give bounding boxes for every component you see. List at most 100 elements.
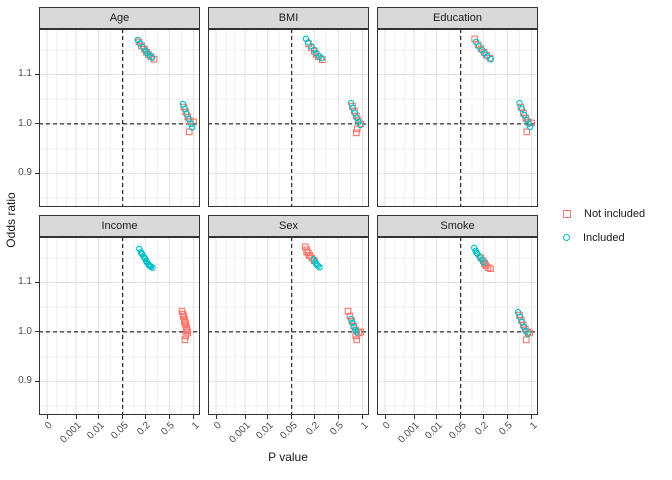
y-axis-tick-label: 0.9: [18, 167, 32, 179]
data-point-circle: [147, 262, 154, 270]
facet-panel-bmi: BMI: [208, 7, 369, 207]
data-point-circle: [136, 40, 144, 47]
x-axis-tick: [291, 415, 293, 419]
data-point-square: [523, 128, 531, 136]
data-point-circle: [187, 120, 195, 128]
legend-label: Included: [583, 231, 625, 244]
data-point-circle: [480, 258, 487, 266]
data-point-circle: [185, 115, 192, 123]
plot-area-age: [39, 29, 200, 207]
data-point-circle: [516, 99, 523, 107]
open-circle-icon: [563, 234, 570, 241]
x-axis-tick: [337, 415, 339, 419]
data-point-circle: [148, 54, 156, 61]
facet-strip-label: Smoke: [440, 220, 475, 232]
data-point-circle: [311, 46, 318, 54]
facet-panel-education: Education: [377, 7, 538, 207]
data-point-circle: [472, 38, 480, 46]
y-axis-tick-label: 1.0: [18, 325, 32, 337]
x-axis-tick: [506, 415, 508, 419]
y-axis-tick: [35, 172, 39, 174]
y-axis-tick: [35, 331, 39, 333]
y-axis-tick: [35, 380, 39, 382]
x-axis-tick: [413, 415, 415, 419]
data-point-square: [181, 318, 188, 326]
data-point-circle: [487, 55, 495, 63]
data-point-circle: [304, 39, 312, 46]
x-axis-tick: [46, 415, 48, 419]
facet-panel-age: Age: [39, 7, 200, 207]
data-point-circle: [353, 329, 361, 336]
facet-strip-sex: Sex: [208, 215, 369, 237]
panel-border: [208, 29, 369, 207]
y-axis-tick: [35, 73, 39, 75]
data-point-square: [346, 312, 354, 320]
x-axis-tick: [482, 415, 484, 419]
x-axis-tick: [313, 415, 315, 419]
panel-border: [39, 237, 200, 415]
data-point-circle: [349, 319, 356, 327]
panel-border: [377, 29, 538, 207]
y-axis-tick-label: 1.1: [18, 68, 32, 80]
data-point-circle: [356, 121, 364, 129]
data-point-circle: [521, 111, 528, 119]
facet-strip-label: Sex: [279, 220, 298, 232]
legend-label: Not included: [584, 207, 646, 220]
data-point-circle: [473, 249, 480, 257]
plot-area-sex: [208, 237, 369, 415]
x-axis-tick: [168, 415, 170, 419]
facet-strip-bmi: BMI: [208, 7, 369, 29]
y-axis-tick-label: 1.0: [18, 117, 32, 129]
panel-border: [39, 29, 200, 207]
facet-strip-education: Education: [377, 7, 538, 29]
x-axis-tick: [362, 415, 364, 419]
x-axis-tick: [215, 415, 217, 419]
x-axis-title: P value: [268, 450, 308, 464]
data-point-square: [353, 336, 361, 344]
plot-area-smoke: [377, 237, 538, 415]
open-square-icon: [563, 209, 571, 218]
x-axis-tick: [122, 415, 124, 419]
data-point-circle: [524, 330, 531, 338]
x-axis-tick: [531, 415, 533, 419]
x-axis-tick: [98, 415, 100, 419]
x-axis-tick: [144, 415, 146, 419]
data-point-circle: [313, 261, 320, 268]
data-point-square: [181, 336, 189, 344]
facet-strip-income: Income: [39, 215, 200, 237]
x-axis-tick: [244, 415, 246, 419]
data-point-square: [487, 265, 494, 272]
facet-strip-label: Age: [109, 12, 130, 24]
plot-area-income: [39, 237, 200, 415]
facet-panel-smoke: Smoke: [377, 215, 538, 415]
data-point-circle: [475, 43, 483, 50]
y-axis-tick: [35, 123, 39, 125]
data-point-circle: [314, 262, 322, 269]
data-point-square: [522, 336, 530, 344]
x-axis-tick: [436, 415, 438, 419]
data-point-square: [305, 251, 313, 259]
legend-item-not-included: Not included: [560, 206, 645, 221]
data-point-circle: [318, 54, 325, 62]
panel-border: [208, 237, 369, 415]
facet-strip-label: Education: [433, 12, 482, 24]
x-axis-tick: [384, 415, 386, 419]
y-axis-tick-label: 1.1: [18, 276, 32, 288]
facet-strip-label: BMI: [278, 12, 299, 24]
plot-area-education: [377, 29, 538, 207]
data-point-square: [352, 129, 360, 137]
panel-border: [377, 237, 538, 415]
data-point-square: [185, 128, 193, 136]
facet-strip-smoke: Smoke: [377, 215, 538, 237]
y-axis-tick: [35, 281, 39, 283]
plot-area-bmi: [208, 29, 369, 207]
data-point-square: [182, 326, 190, 334]
facet-panel-income: Income: [39, 215, 200, 415]
data-point-circle: [347, 315, 355, 323]
data-point-circle: [526, 123, 534, 131]
legend-item-included: Included: [560, 230, 645, 245]
data-point-square: [344, 307, 352, 315]
legend: Not included Included: [560, 206, 645, 245]
facet-panel-sex: Sex: [208, 215, 369, 415]
